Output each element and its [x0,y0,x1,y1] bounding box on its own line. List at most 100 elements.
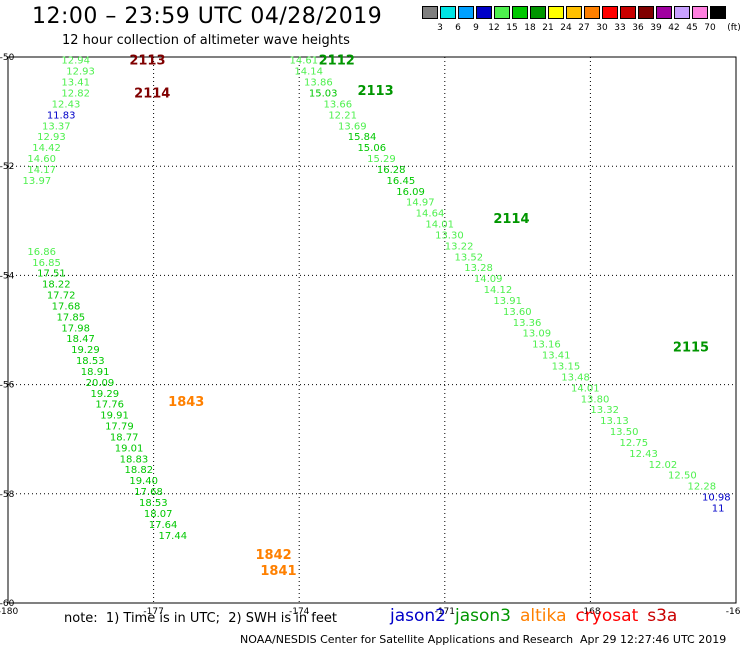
wave-height-value: 19.40 [129,476,158,487]
wave-height-value: 17.51 [37,269,66,280]
legend-swatch [512,6,528,19]
legend-label: 27 [578,23,590,33]
legend-label: 30 [596,23,608,33]
wave-height-value: 13.60 [503,307,532,318]
wave-height-value: 14.64 [416,209,445,220]
wave-height-value: 16.09 [396,187,425,198]
pass-label: 2114 [493,212,529,227]
wave-height-value: 17.79 [105,422,134,433]
wave-height-value: 18.77 [110,432,139,443]
legend-swatch [458,6,474,19]
wave-height-value: 16.28 [377,165,406,176]
wave-height-value: 15.84 [348,132,377,143]
wave-height-value: 13.28 [464,263,493,274]
lat-tick-label: -60 [0,599,15,609]
wave-height-value: 13.50 [610,427,639,438]
generated-timestamp: Apr 29 12:27:46 UTC 2019 [580,633,727,646]
lat-tick-label: -56 [0,381,15,391]
wave-height-value: 11.83 [47,110,76,121]
lat-tick-label: -50 [0,53,15,63]
wave-height-value: 16.85 [32,258,61,269]
legend-swatch [494,6,510,19]
satellite-jason2: jason2 [390,606,446,626]
wave-height-value: 13.32 [590,405,619,416]
wave-height-value: 13.41 [542,351,571,362]
satellite-key: jason2 jason3 altika cryosat s3a [390,606,686,626]
pass-label: 2112 [319,54,355,69]
wave-height-value: 14.14 [294,67,323,78]
wave-height-value: 18.53 [139,498,168,509]
map-subtitle: 12 hour collection of altimeter wave hei… [62,33,350,48]
legend-label: 33 [614,23,626,33]
satellite-s3a: s3a [647,606,678,626]
lon-tick-label: -180 [0,607,18,617]
wave-height-value: 17.76 [95,400,124,411]
wave-height-value: 12.28 [687,482,716,493]
wave-height-value: 19.91 [100,411,129,422]
wave-height-value: 13.09 [522,329,551,340]
wave-height-value: 13.37 [42,121,71,132]
legend-label: 36 [632,23,644,33]
legend-swatch [476,6,492,19]
satellite-altika: altika [520,606,567,626]
wave-height-value: 15.06 [357,143,386,154]
wave-height-value: 12.43 [629,449,658,460]
wave-height-value: 13.13 [600,416,629,427]
legend-swatch [656,6,672,19]
wave-height-value: 12.93 [37,132,66,143]
pass-label: 2114 [134,86,170,101]
wave-height-value: 12.82 [61,88,90,99]
wave-height-value: 14.42 [32,143,61,154]
lat-tick-label: -52 [0,162,14,172]
wave-height-value: 19.29 [91,389,120,400]
wave-height-value: 14.01 [425,220,454,231]
wave-height-value: 20.09 [86,378,115,389]
wave-height-value: 17.68 [52,301,81,312]
lat-tick-label: -54 [0,271,15,281]
pass-label: 1841 [260,564,296,579]
wave-height-value: 12.94 [61,56,90,67]
pass-label: 2113 [357,84,393,99]
wave-height-value: 13.91 [493,296,522,307]
wave-height-value: 14.61 [289,56,318,67]
wave-height-value: 12.75 [620,438,649,449]
wave-height-value: 17.85 [57,312,86,323]
legend-label: 45 [686,23,698,33]
wave-height-value: 17.72 [47,291,76,302]
wave-height-value: 14.01 [571,383,600,394]
wave-height-value: 12.43 [52,99,81,110]
wave-height-value: 11 [712,503,725,514]
wave-height-value: 15.29 [367,154,396,165]
legend-swatch [710,6,726,19]
wave-height-value: 18.07 [144,509,173,520]
satellite-cryosat: cryosat [575,606,639,626]
wave-height-value: 13.86 [304,78,333,89]
legend-label: 15 [506,23,518,33]
wave-height-value: 13.52 [455,252,484,263]
legend-swatch [620,6,636,19]
wave-height-value: 12.93 [66,67,95,78]
wave-height-value: 16.86 [27,247,56,258]
legend-swatch [530,6,546,19]
wave-height-value: 13.36 [513,318,542,329]
wave-height-value: 13.15 [552,361,581,372]
wave-height-value: 13.16 [532,340,561,351]
lon-tick-label: -171 [435,607,455,617]
wave-height-value: 13.80 [581,394,610,405]
wave-height-value: 18.47 [66,334,95,345]
wave-height-value: 14.17 [27,165,56,176]
wave-height-value: 16.45 [387,176,416,187]
wave-height-value: 12.50 [668,471,697,482]
legend-swatch [692,6,708,19]
pass-label: 1843 [168,395,204,410]
lon-tick-label: -168 [580,607,601,617]
wave-height-value: 13.22 [445,241,474,252]
wave-height-value: 15.03 [309,88,338,99]
legend-swatch [422,6,438,19]
legend-unit: (ft) [727,23,740,33]
wave-height-value: 18.91 [81,367,110,378]
pass-label: 2113 [129,54,165,69]
lon-tick-label: -174 [289,607,310,617]
wave-height-value: 19.29 [71,345,100,356]
